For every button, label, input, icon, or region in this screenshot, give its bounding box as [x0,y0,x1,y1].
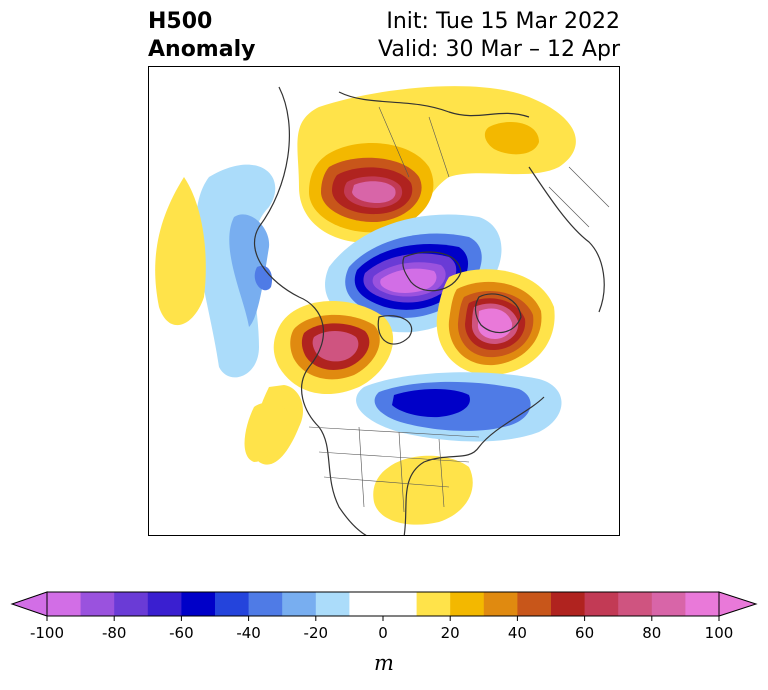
colorbar-bin [248,592,283,616]
negative-anomaly-eastern-canada [356,372,562,442]
colorbar-tick-label: -100 [30,624,64,642]
colorbar-bin [181,592,216,616]
colorbar-tick-label: -40 [236,624,261,642]
colorbar-bin [517,592,552,616]
colorbar-bin [80,592,115,616]
positive-anomaly-north-atlantic [436,269,555,376]
colorbar-bin [114,592,149,616]
init-date: Init: Tue 15 Mar 2022 [386,9,620,34]
anomaly-map [148,66,620,536]
colorbar-bin [483,592,518,616]
title-variable: H500 [148,9,213,34]
chart-title-left: H500 Anomaly [148,8,255,64]
colorbar-tick-label: 0 [378,624,388,642]
negative-anomaly-north-pacific [196,164,276,378]
colorbar-tick-label: -20 [304,624,329,642]
colorbar-tick-label: 80 [642,624,661,642]
colorbar-bin [282,592,317,616]
colorbar-tick-label: -80 [102,624,127,642]
colorbar-bin [685,592,720,616]
colorbar-bin [349,592,418,616]
positive-anomaly-siberia [297,86,576,243]
colorbar-bin [416,592,451,616]
anomaly-map-canvas [155,86,610,535]
colorbar-tick-label: 20 [441,624,460,642]
colorbar-bin [450,592,485,616]
political-borders [308,106,610,513]
colorbar: -100 -80 -60 -40 -20 0 20 40 60 80 100 m [0,586,768,686]
chart-title-right: Init: Tue 15 Mar 2022 Valid: 30 Mar – 12… [378,8,620,64]
colorbar-bin [215,592,250,616]
colorbar-bin [584,592,619,616]
colorbar-tick-label: 60 [575,624,594,642]
colorbar-unit-label: m [374,651,394,675]
coastline-overlay [253,86,605,535]
positive-anomaly-southeast-us [373,455,473,525]
colorbar-bin [315,592,350,616]
colorbar-tick-label: 100 [705,624,734,642]
colorbar-tick-label: 40 [508,624,527,642]
colorbar-bin [47,592,82,616]
colorbar-bin [618,592,653,616]
colorbar-extend-min [10,591,48,617]
colorbar-bin [651,592,686,616]
colorbar-bin [551,592,586,616]
valid-range: Valid: 30 Mar – 12 Apr [378,37,620,62]
colorbar-bin [147,592,182,616]
positive-anomaly-west-pacific [155,177,206,326]
colorbar-svg: -100 -80 -60 -40 -20 0 20 40 60 80 100 m [10,591,758,675]
colorbar-tick-label: -60 [169,624,194,642]
colorbar-extend-max [718,591,758,617]
title-field: Anomaly [148,37,256,62]
positive-anomaly-southwest [244,402,289,462]
